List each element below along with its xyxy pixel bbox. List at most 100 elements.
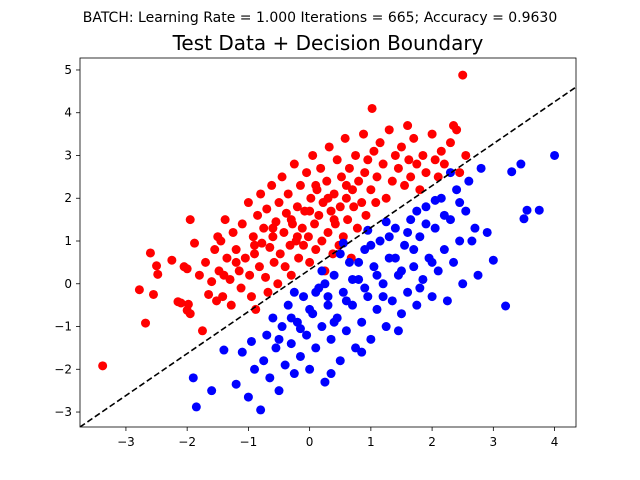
scatter-point — [289, 287, 299, 297]
y-tick-label: −1 — [54, 320, 72, 334]
scatter-point — [366, 185, 376, 195]
scatter-point — [263, 287, 273, 297]
scatter-point — [305, 304, 315, 314]
scatter-point — [261, 272, 271, 282]
scatter-point — [421, 168, 431, 178]
scatter-point — [366, 240, 376, 250]
scatter-point — [415, 283, 425, 293]
scatter-point — [519, 214, 529, 224]
scatter-point — [381, 193, 391, 203]
scatter-point — [470, 223, 480, 233]
scatter-point — [406, 215, 416, 225]
scatter-point — [316, 163, 326, 173]
scatter-point — [302, 168, 312, 178]
scatter-point — [369, 146, 379, 156]
scatter-point — [322, 176, 332, 186]
scatter-point — [289, 369, 299, 379]
scatter-point — [360, 283, 370, 293]
scatter-point — [375, 236, 385, 246]
scatter-point — [324, 142, 334, 152]
scatter-point — [311, 343, 321, 353]
scatter-point — [516, 159, 526, 169]
scatter-point — [326, 334, 336, 344]
scatter-point — [277, 172, 287, 182]
scatter-point — [476, 163, 486, 173]
scatter-point — [254, 262, 264, 272]
scatter-point — [145, 248, 155, 258]
scatter-point — [393, 163, 403, 173]
scatter-point — [268, 223, 278, 233]
scatter-point — [418, 150, 428, 160]
scatter-point — [430, 155, 440, 165]
scatter-point — [473, 270, 483, 280]
x-tick-label: 2 — [428, 435, 436, 449]
scatter-point — [442, 296, 452, 306]
scatter-point — [153, 269, 163, 279]
scatter-point — [323, 292, 333, 302]
scatter-point — [421, 202, 431, 212]
x-tick-label: 1 — [367, 435, 375, 449]
scatter-point — [231, 257, 241, 267]
scatter-point — [248, 232, 258, 242]
scatter-point — [406, 172, 416, 182]
scatter-point — [317, 322, 327, 332]
y-tick-label: 2 — [64, 191, 72, 205]
scatter-point — [243, 392, 253, 402]
scatter-point — [320, 377, 330, 387]
scatter-point — [294, 253, 304, 263]
scatter-point — [273, 279, 283, 289]
x-tick-label: 3 — [490, 435, 498, 449]
scatter-point — [210, 245, 220, 255]
scatter-point — [152, 261, 162, 271]
scatter-point — [268, 313, 278, 323]
scatter-point — [250, 240, 260, 250]
scatter-point — [305, 364, 315, 374]
scatter-point — [311, 180, 321, 190]
scatter-point — [207, 386, 217, 396]
scatter-point — [357, 317, 367, 327]
scatter-point — [250, 249, 260, 259]
scatter-point — [352, 223, 362, 233]
scatter-point — [323, 300, 333, 310]
scatter-point — [228, 227, 238, 237]
plot-area: −3 −2 −1 0 1 2 3 4 −3 −2 −1 0 1 2 3 4 5 — [54, 57, 577, 449]
scatter-point — [329, 317, 339, 327]
scatter-point — [218, 292, 228, 302]
scatter-point — [335, 202, 345, 212]
scatter-point — [271, 343, 281, 353]
scatter-point — [326, 206, 336, 216]
scatter-point — [286, 313, 296, 323]
y-tick-label: 4 — [64, 106, 72, 120]
scatter-point — [283, 189, 293, 199]
scatter-point — [427, 292, 437, 302]
scatter-point — [183, 299, 193, 309]
scatter-point — [360, 168, 370, 178]
scatter-point — [455, 198, 465, 208]
plot-frame — [79, 57, 577, 428]
scatter-point — [464, 176, 474, 186]
scatter-point — [341, 193, 351, 203]
scatter-point — [295, 324, 305, 334]
scatter-point — [185, 309, 195, 319]
scatter-point — [467, 236, 477, 246]
scatter-point — [226, 300, 236, 310]
scatter-point — [317, 236, 327, 246]
scatter-point — [378, 292, 388, 302]
scatter-point — [461, 206, 471, 216]
scatter-point — [445, 138, 455, 148]
scatter-point — [179, 262, 189, 272]
scatter-point — [427, 257, 437, 267]
scatter-point — [372, 172, 382, 182]
scatter-point — [289, 159, 299, 169]
scatter-point — [387, 296, 397, 306]
scatter-point — [375, 138, 385, 148]
scatter-point — [458, 279, 468, 289]
scatter-point — [194, 270, 204, 280]
scatter-point — [303, 232, 313, 242]
scatter-point — [341, 180, 351, 190]
scatter-point — [280, 262, 290, 272]
scatter-point — [306, 193, 316, 203]
scatter-point — [403, 121, 413, 131]
scatter-point — [384, 125, 394, 135]
